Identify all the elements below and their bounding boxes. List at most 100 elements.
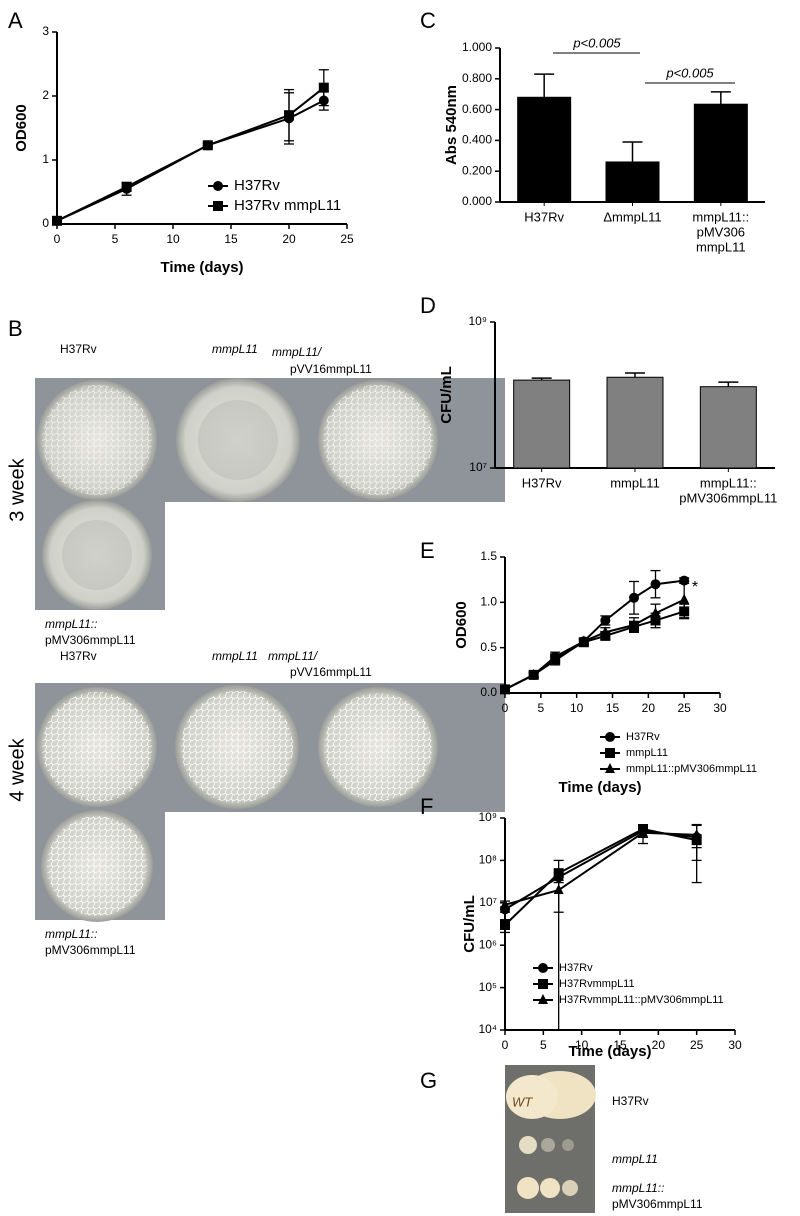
marker: [500, 919, 510, 930]
marker: [605, 732, 615, 742]
bar: [517, 96, 572, 203]
panel-letter: F: [420, 794, 433, 819]
y-tick-label: 10⁷: [469, 460, 487, 474]
marker: [213, 181, 223, 191]
y-tick-label: 3: [42, 24, 49, 38]
legend-label: mmpL11::pMV306mmpL11: [626, 763, 757, 775]
panel-letter: D: [420, 293, 436, 318]
legend-label: H37Rv: [626, 731, 660, 743]
well-label: mmpL11: [212, 649, 258, 663]
y-tick-label: 1: [42, 152, 49, 166]
row-label: H37Rv: [612, 1094, 649, 1108]
marker: [600, 615, 611, 626]
well-label: pVV16mmpL11: [290, 362, 372, 376]
bar: [513, 379, 571, 469]
legend-label: H37Rv: [559, 962, 593, 974]
y-tick-label: 1.0: [480, 595, 497, 609]
x-tick-label: mmpL11: [696, 239, 746, 254]
marker: [629, 619, 639, 629]
row-label: mmpL11::: [612, 1181, 664, 1195]
marker: [284, 110, 294, 121]
x-tick-label: 25: [340, 232, 354, 246]
marker: [605, 763, 615, 773]
x-tick-label: mmpL11::: [700, 475, 757, 490]
x-tick-label: 10: [166, 232, 180, 246]
marker: [638, 826, 648, 837]
panel-letter: C: [420, 8, 436, 33]
marker: [538, 963, 548, 973]
panel-letter: E: [420, 538, 435, 563]
marker: [553, 884, 564, 895]
y-axis-label: Abs 540nm: [443, 85, 460, 165]
marker: [52, 215, 62, 226]
annotation: *: [692, 579, 698, 596]
well-label: mmpL11::: [45, 617, 97, 631]
bar: [605, 161, 660, 203]
x-tick-label: 0: [502, 701, 509, 715]
y-tick-label: 0.400: [462, 133, 492, 147]
well-label: mmpL11/: [268, 649, 319, 663]
y-tick-label: 10⁷: [479, 895, 497, 909]
y-tick-label: 1.5: [480, 549, 497, 563]
y-tick-label: 0.200: [462, 163, 492, 177]
legend-label: H37RvmmpL11: [559, 978, 635, 990]
panel-letter: B: [8, 316, 23, 341]
legend-label: H37Rv: [234, 177, 280, 194]
marker: [691, 828, 702, 839]
x-axis-label: Time (days): [558, 779, 641, 796]
series-line: [504, 831, 697, 906]
well-label: pMV306mmpL11: [45, 943, 136, 957]
y-tick-label: 10⁴: [478, 1022, 497, 1036]
x-tick-label: 20: [642, 701, 656, 715]
plate-handwriting: WT: [512, 1094, 533, 1109]
y-tick-label: 2: [42, 88, 49, 102]
panel-letter: G: [420, 1068, 437, 1093]
x-tick-label: pMV306mmpL11: [679, 490, 777, 505]
x-tick-label: 20: [652, 1038, 666, 1052]
marker: [679, 593, 690, 604]
y-axis-label: CFU/mL: [461, 895, 478, 953]
marker: [121, 181, 132, 192]
legend-label: mmpL11: [626, 747, 668, 759]
row-label: mmpL11: [612, 1152, 658, 1166]
well-label: H37Rv: [60, 342, 97, 356]
plate-photo: [35, 378, 505, 610]
marker: [528, 668, 539, 679]
x-tick-label: 25: [677, 701, 691, 715]
row-label: pMV306mmpL11: [612, 1197, 703, 1211]
marker: [650, 579, 661, 590]
marker: [318, 82, 329, 93]
marker: [605, 748, 615, 758]
well-label: H37Rv: [60, 649, 97, 663]
y-axis-label: OD600: [13, 104, 30, 152]
y-tick-label: 10⁶: [479, 937, 497, 951]
x-tick-label: 15: [606, 701, 620, 715]
x-tick-label: 0: [502, 1038, 509, 1052]
marker: [538, 979, 548, 989]
x-tick-label: 20: [282, 232, 296, 246]
x-tick-label: 0: [54, 232, 61, 246]
x-tick-label: pMV306: [697, 224, 745, 239]
well-label: mmpL11: [212, 342, 258, 356]
x-tick-label: ΔmmpL11: [603, 209, 661, 224]
x-tick-label: 5: [112, 232, 119, 246]
marker: [600, 626, 611, 637]
x-tick-label: 15: [613, 1038, 627, 1052]
x-tick-label: 5: [537, 701, 544, 715]
y-tick-label: 10⁹: [479, 810, 498, 824]
marker: [500, 898, 510, 909]
y-axis-label: OD600: [453, 601, 470, 649]
marker: [650, 607, 661, 618]
x-tick-label: 15: [224, 232, 238, 246]
marker: [578, 635, 589, 646]
x-tick-label: 5: [540, 1038, 547, 1052]
x-tick-label: 25: [690, 1038, 704, 1052]
well-label: mmpL11/: [272, 345, 323, 359]
y-tick-label: 10⁸: [479, 853, 497, 867]
row-label: 4 week: [6, 737, 28, 801]
marker: [629, 592, 639, 603]
x-tick-label: 30: [728, 1038, 742, 1052]
annotation: p<0.005: [572, 35, 621, 50]
well-label: pVV16mmpL11: [290, 665, 372, 679]
y-tick-label: 0.5: [480, 640, 497, 654]
